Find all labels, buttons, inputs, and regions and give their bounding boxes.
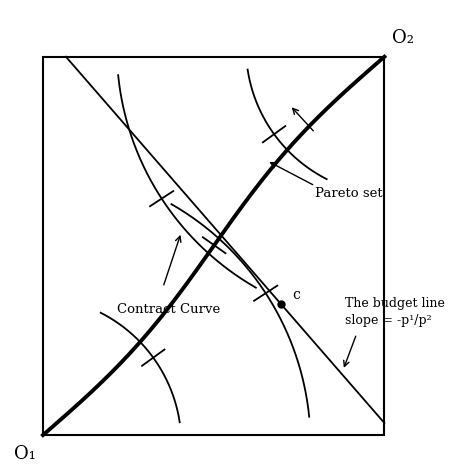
Text: O₂: O₂ xyxy=(392,29,414,48)
Text: O₁: O₁ xyxy=(14,445,36,463)
Text: Contract Curve: Contract Curve xyxy=(117,303,220,316)
Text: c: c xyxy=(292,288,300,302)
Text: The budget line
slope = -p¹/p²: The budget line slope = -p¹/p² xyxy=(345,297,445,328)
Text: Pareto set: Pareto set xyxy=(315,187,383,200)
